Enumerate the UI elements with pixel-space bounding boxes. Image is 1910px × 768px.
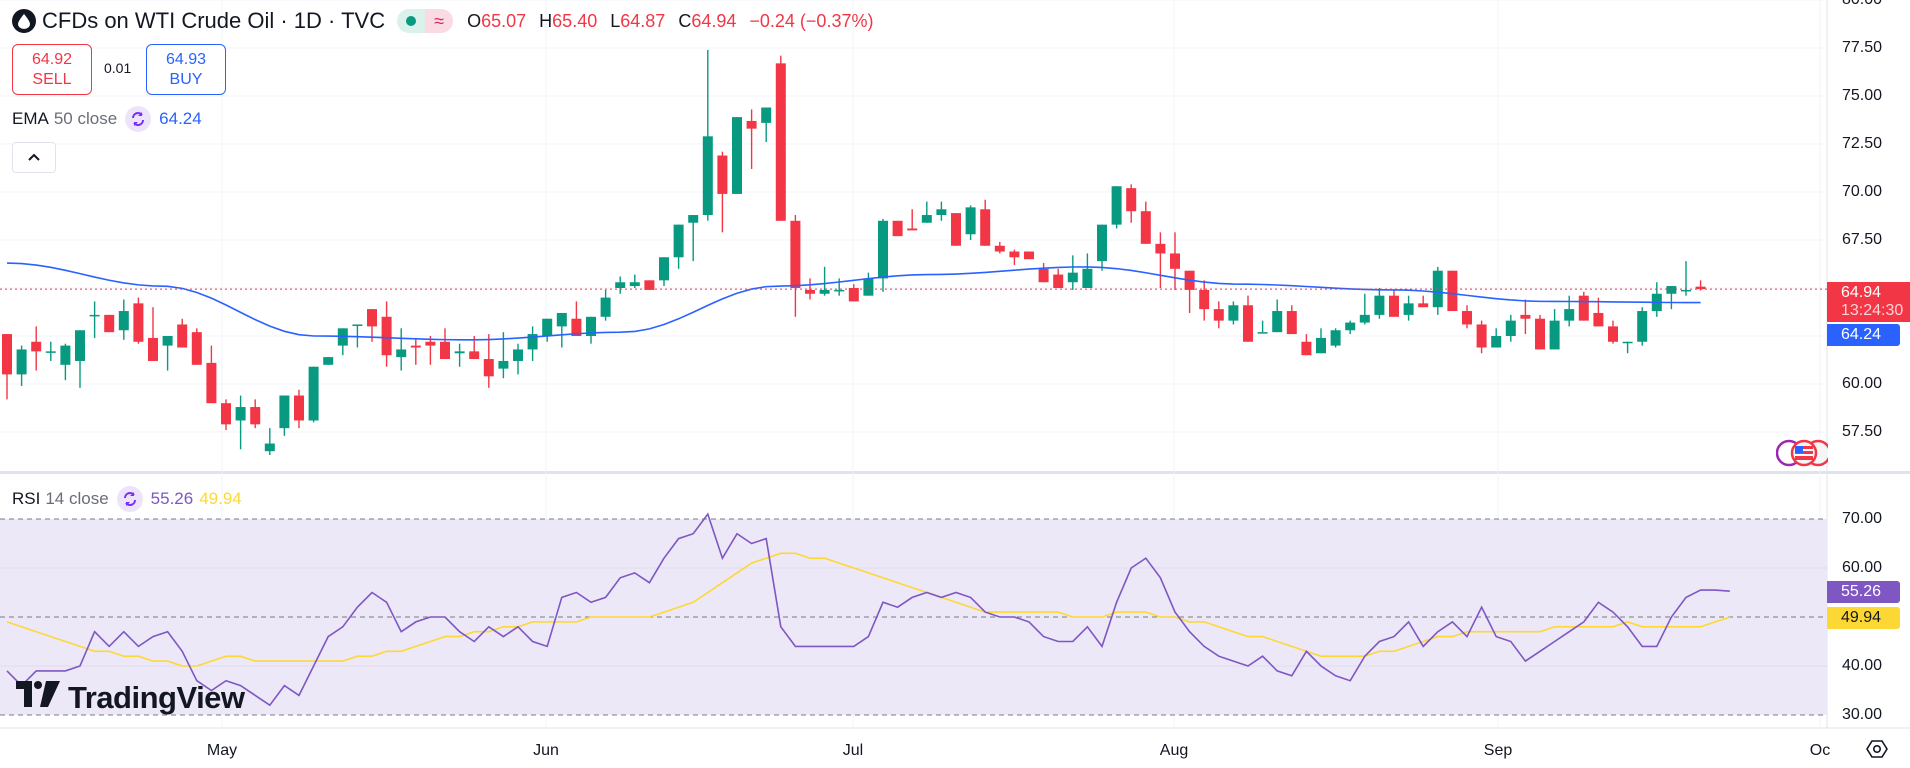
open-label: O xyxy=(467,10,482,31)
rsi-axis-label: 60.00 xyxy=(1842,559,1883,576)
ema-params: 50 close xyxy=(53,109,118,128)
high-value: 65.40 xyxy=(552,10,598,31)
last-price-tag: 64.94 13:24:30 xyxy=(1827,282,1910,322)
price-axis-label: 67.50 xyxy=(1842,231,1883,248)
price-axis-label: 70.00 xyxy=(1842,183,1883,200)
chevron-up-icon xyxy=(28,153,40,161)
ema-value: 64.24 xyxy=(159,109,202,128)
tradingview-mark-icon xyxy=(16,681,60,715)
rsi-legend[interactable]: RSI 14 close 55.26 49.94 xyxy=(12,486,242,512)
time-axis-label: Jul xyxy=(842,742,864,759)
change-value: −0.24 (−0.37%) xyxy=(749,10,874,31)
price-axis-label: 80.00 xyxy=(1842,0,1882,9)
economic-events-icon[interactable] xyxy=(1776,438,1828,468)
sell-button[interactable]: 64.92 SELL xyxy=(12,44,92,95)
ema-price-tag: 64.24 xyxy=(1827,324,1900,346)
grid-lines xyxy=(0,0,1910,729)
rsi-ma-value: 49.94 xyxy=(199,489,242,508)
rsi-params: 14 close xyxy=(45,489,109,508)
price-axis-label: 75.00 xyxy=(1842,87,1883,104)
low-label: L xyxy=(610,10,621,31)
rsi-value: 55.26 xyxy=(150,489,194,508)
oil-drop-icon xyxy=(12,9,36,33)
sell-label: SELL xyxy=(32,70,72,88)
spread-value: 0.01 xyxy=(104,60,132,76)
symbol-legend[interactable]: CFDs on WTI Crude Oil · 1D · TVC ≈ O65.0… xyxy=(12,6,881,36)
buy-button[interactable]: 64.93 BUY xyxy=(146,44,226,95)
tradingview-logo[interactable]: TradingView xyxy=(16,680,245,716)
collapse-legend-button[interactable] xyxy=(12,142,56,173)
market-open-icon xyxy=(397,9,426,33)
high-label: H xyxy=(539,10,553,31)
candlestick-series xyxy=(2,49,1706,456)
ema-name: EMA xyxy=(12,109,49,128)
delayed-data-icon: ≈ xyxy=(425,9,454,33)
rsi-value-tag: 55.26 xyxy=(1827,581,1900,603)
settings-gear-icon[interactable] xyxy=(1864,736,1890,762)
time-axis-label: Jun xyxy=(533,742,559,759)
buy-price: 64.93 xyxy=(165,50,207,68)
refresh-icon[interactable] xyxy=(125,106,152,132)
rsi-name: RSI xyxy=(12,489,41,508)
rsi-ma-tag: 49.94 xyxy=(1827,607,1900,629)
open-value: 65.07 xyxy=(481,10,527,31)
symbol-title[interactable]: CFDs on WTI Crude Oil · 1D · TVC xyxy=(42,8,386,33)
buy-label: BUY xyxy=(169,70,203,88)
rsi-axis-label: 30.00 xyxy=(1842,706,1883,723)
price-axis-label: 77.50 xyxy=(1842,39,1883,56)
ema-line xyxy=(6,262,1701,341)
low-value: 64.87 xyxy=(620,10,666,31)
refresh-icon[interactable] xyxy=(116,486,143,512)
close-label: C xyxy=(678,10,692,31)
time-axis-label: May xyxy=(206,742,238,759)
sell-price: 64.92 xyxy=(31,50,73,68)
ema-legend[interactable]: EMA 50 close 64.24 xyxy=(12,106,202,132)
time-axis-label: Sep xyxy=(1483,742,1513,759)
bar-countdown: 13:24:30 xyxy=(1841,302,1904,319)
time-axis-label: Oc xyxy=(1809,742,1831,759)
rsi-axis-label: 40.00 xyxy=(1842,657,1883,674)
price-axis-label: 57.50 xyxy=(1842,423,1883,440)
ohlc-values: O65.07 H65.40 L64.87 C64.94 −0.24 (−0.37… xyxy=(467,11,881,32)
market-status-pill[interactable]: ≈ xyxy=(397,9,454,33)
last-price: 64.94 xyxy=(1841,284,1882,301)
tradingview-wordmark: TradingView xyxy=(68,680,245,715)
price-axis-label: 72.50 xyxy=(1842,135,1883,152)
price-axis-label: 60.00 xyxy=(1842,375,1883,392)
rsi-pane xyxy=(0,512,1827,716)
close-value: 64.94 xyxy=(691,10,737,31)
time-axis-label: Aug xyxy=(1159,742,1189,759)
rsi-axis-label: 70.00 xyxy=(1842,510,1883,527)
